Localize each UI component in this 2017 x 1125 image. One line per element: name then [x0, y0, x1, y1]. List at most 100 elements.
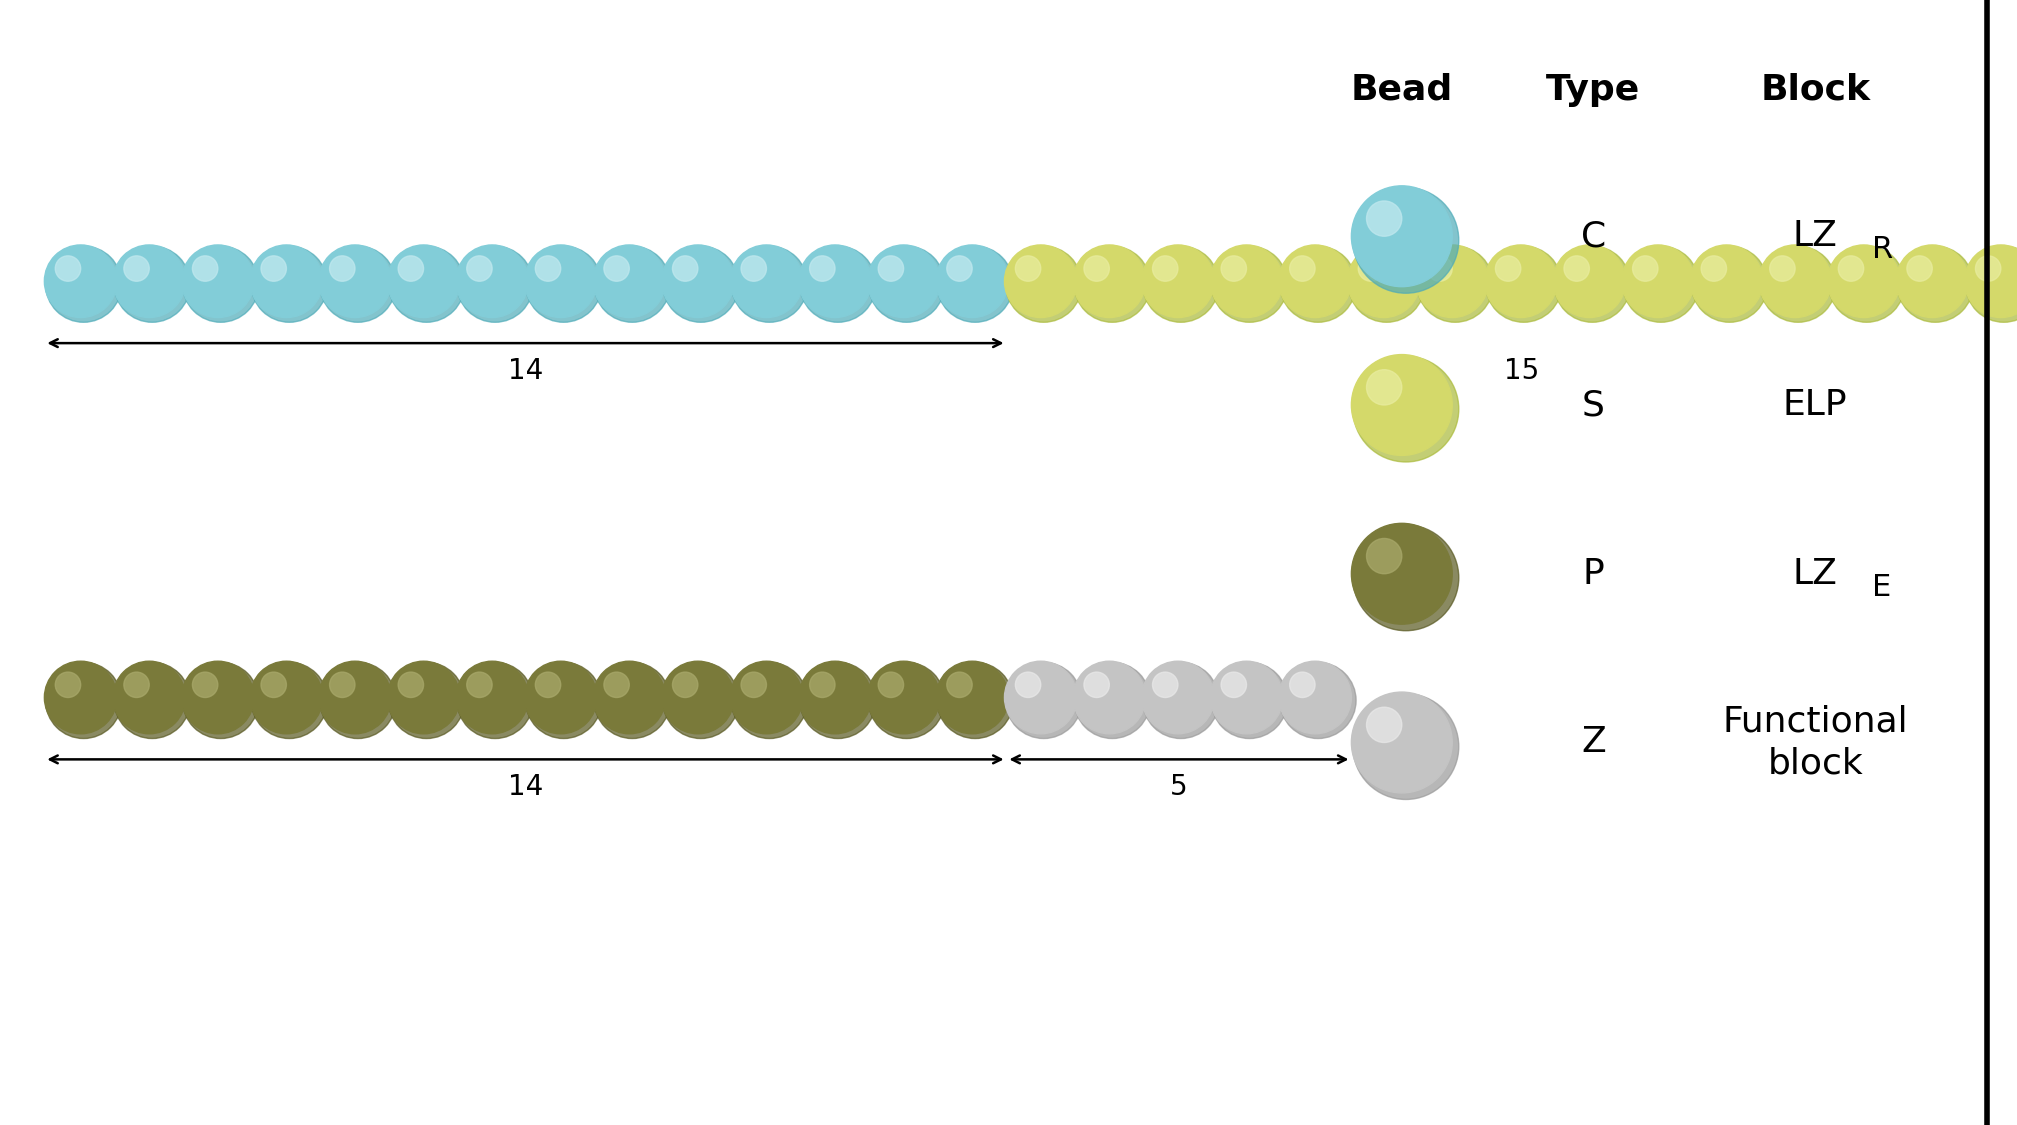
- Ellipse shape: [192, 672, 218, 698]
- Ellipse shape: [182, 245, 254, 317]
- Ellipse shape: [115, 663, 190, 738]
- Ellipse shape: [1152, 672, 1178, 698]
- Ellipse shape: [1289, 255, 1315, 281]
- Ellipse shape: [44, 245, 117, 317]
- Ellipse shape: [809, 255, 835, 281]
- Ellipse shape: [1015, 672, 1041, 698]
- Ellipse shape: [1015, 255, 1041, 281]
- Text: LZ: LZ: [1793, 557, 1837, 591]
- Ellipse shape: [1769, 255, 1795, 281]
- Ellipse shape: [1210, 662, 1283, 734]
- Ellipse shape: [526, 663, 601, 738]
- Ellipse shape: [740, 255, 766, 281]
- Ellipse shape: [1073, 245, 1146, 317]
- Ellipse shape: [740, 672, 766, 698]
- Ellipse shape: [1144, 246, 1218, 322]
- Ellipse shape: [1690, 245, 1763, 317]
- Text: Type: Type: [1547, 73, 1640, 107]
- Ellipse shape: [458, 663, 532, 738]
- Text: Block: Block: [1761, 73, 1870, 107]
- Ellipse shape: [1965, 245, 2017, 317]
- Ellipse shape: [1289, 672, 1315, 698]
- Text: ELP: ELP: [1783, 388, 1848, 422]
- Ellipse shape: [466, 672, 492, 698]
- Ellipse shape: [664, 246, 738, 322]
- Ellipse shape: [397, 255, 424, 281]
- Ellipse shape: [184, 663, 258, 738]
- Ellipse shape: [1485, 245, 1557, 317]
- Ellipse shape: [1827, 245, 1900, 317]
- Ellipse shape: [1487, 246, 1561, 322]
- Ellipse shape: [184, 246, 258, 322]
- Ellipse shape: [123, 255, 149, 281]
- Ellipse shape: [1495, 255, 1521, 281]
- Ellipse shape: [1004, 245, 1077, 317]
- Ellipse shape: [115, 246, 190, 322]
- Ellipse shape: [603, 672, 629, 698]
- Ellipse shape: [535, 672, 561, 698]
- Ellipse shape: [44, 662, 117, 734]
- Ellipse shape: [389, 663, 464, 738]
- Ellipse shape: [321, 663, 395, 738]
- Ellipse shape: [1353, 188, 1458, 294]
- Ellipse shape: [730, 245, 803, 317]
- Ellipse shape: [801, 246, 875, 322]
- Ellipse shape: [252, 246, 327, 322]
- Text: 15: 15: [1505, 357, 1539, 385]
- Ellipse shape: [1553, 245, 1626, 317]
- Ellipse shape: [1416, 245, 1489, 317]
- Text: LZ: LZ: [1793, 219, 1837, 253]
- Ellipse shape: [1366, 201, 1402, 236]
- Ellipse shape: [1837, 255, 1864, 281]
- Text: Bead: Bead: [1351, 73, 1452, 107]
- Ellipse shape: [1366, 539, 1402, 574]
- Ellipse shape: [1967, 246, 2017, 322]
- Ellipse shape: [1692, 246, 1767, 322]
- Ellipse shape: [1366, 370, 1402, 405]
- Ellipse shape: [113, 662, 186, 734]
- Text: P: P: [1583, 557, 1604, 591]
- Ellipse shape: [1563, 255, 1589, 281]
- Ellipse shape: [1152, 255, 1178, 281]
- Ellipse shape: [1632, 255, 1658, 281]
- Ellipse shape: [1006, 246, 1081, 322]
- Ellipse shape: [946, 672, 972, 698]
- Ellipse shape: [672, 255, 698, 281]
- Ellipse shape: [123, 672, 149, 698]
- Text: 5: 5: [1170, 773, 1188, 801]
- Ellipse shape: [1759, 245, 1831, 317]
- Ellipse shape: [1075, 246, 1150, 322]
- Ellipse shape: [603, 255, 629, 281]
- Ellipse shape: [389, 246, 464, 322]
- Ellipse shape: [524, 662, 597, 734]
- Ellipse shape: [1279, 245, 1351, 317]
- Text: C: C: [1581, 219, 1606, 253]
- Text: 14: 14: [508, 773, 543, 801]
- Text: Z: Z: [1581, 726, 1606, 759]
- Ellipse shape: [526, 246, 601, 322]
- Ellipse shape: [535, 255, 561, 281]
- Ellipse shape: [1351, 354, 1452, 456]
- Ellipse shape: [936, 245, 1008, 317]
- Ellipse shape: [1347, 245, 1420, 317]
- Ellipse shape: [1073, 662, 1146, 734]
- Ellipse shape: [1906, 255, 1932, 281]
- Ellipse shape: [595, 246, 670, 322]
- Ellipse shape: [1426, 255, 1452, 281]
- Ellipse shape: [321, 246, 395, 322]
- Ellipse shape: [1898, 246, 1973, 322]
- Ellipse shape: [456, 245, 528, 317]
- Ellipse shape: [938, 246, 1013, 322]
- Ellipse shape: [182, 662, 254, 734]
- Ellipse shape: [1353, 357, 1458, 462]
- Ellipse shape: [250, 245, 323, 317]
- Ellipse shape: [730, 662, 803, 734]
- Ellipse shape: [593, 662, 666, 734]
- Ellipse shape: [387, 245, 460, 317]
- Ellipse shape: [1220, 672, 1247, 698]
- Ellipse shape: [1353, 525, 1458, 631]
- Text: E: E: [1872, 573, 1892, 602]
- Ellipse shape: [466, 255, 492, 281]
- Ellipse shape: [662, 245, 734, 317]
- Ellipse shape: [319, 245, 391, 317]
